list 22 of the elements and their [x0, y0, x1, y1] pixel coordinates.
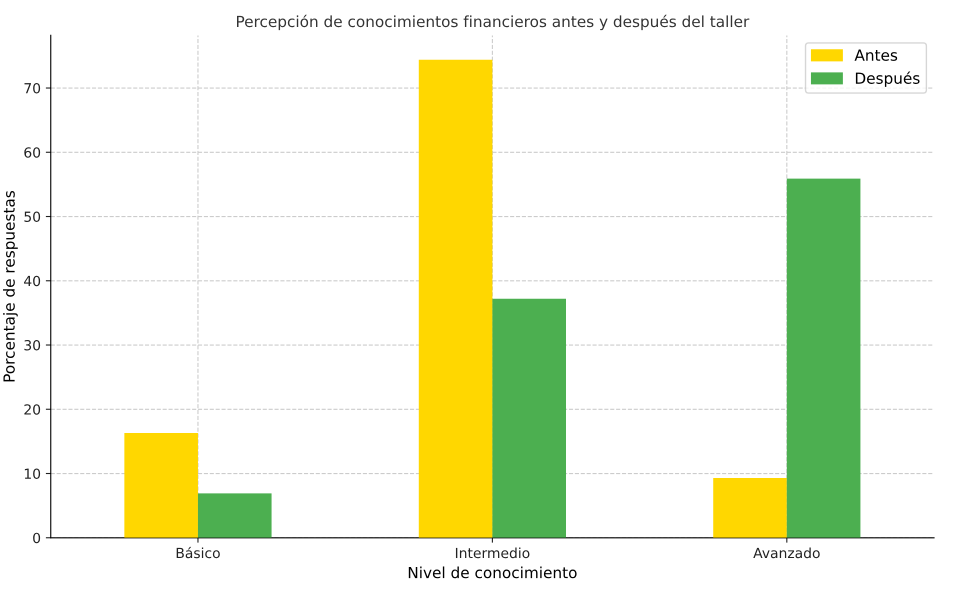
- chart-title: Percepción de conocimientos financieros antes y después del taller: [237, 14, 750, 30]
- y-tick-label: 40: [24, 276, 40, 286]
- y-tick-label: 0: [33, 532, 40, 544]
- y-tick-label: 30: [24, 340, 40, 350]
- legend-label: Antes: [854, 50, 898, 61]
- bar: [198, 493, 272, 538]
- y-tick-label: 10: [24, 468, 40, 479]
- x-tick-label: Intermedio: [456, 547, 530, 558]
- bar: [492, 298, 566, 538]
- bar: [418, 60, 492, 538]
- bar: [786, 178, 860, 538]
- bar: [713, 478, 787, 538]
- y-tick-label: 70: [24, 82, 40, 94]
- x-axis-title: Nivel de conocimiento: [408, 566, 577, 578]
- y-tick-label: 20: [24, 404, 40, 415]
- x-tick-label: Básico: [176, 546, 220, 558]
- y-axis-title: Porcentaje de respuestas: [3, 191, 18, 382]
- x-tick-label: Avanzado: [753, 547, 820, 558]
- bar: [124, 433, 198, 538]
- y-tick-label: 50: [24, 211, 40, 222]
- y-tick-label: 60: [24, 147, 40, 158]
- legend-label: Después: [856, 72, 920, 87]
